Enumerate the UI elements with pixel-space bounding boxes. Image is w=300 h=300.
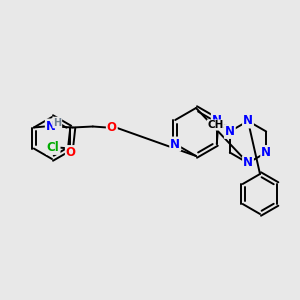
Text: Cl: Cl (47, 141, 60, 154)
Text: N: N (212, 113, 222, 127)
Text: N: N (46, 119, 56, 133)
Text: CH₃: CH₃ (207, 120, 228, 130)
Text: N: N (243, 157, 253, 169)
Text: N: N (243, 115, 253, 128)
Text: N: N (225, 125, 235, 138)
Text: N: N (261, 146, 271, 159)
Text: O: O (107, 121, 117, 134)
Text: O: O (66, 146, 76, 159)
Text: N: N (170, 137, 180, 151)
Text: H: H (53, 118, 62, 128)
